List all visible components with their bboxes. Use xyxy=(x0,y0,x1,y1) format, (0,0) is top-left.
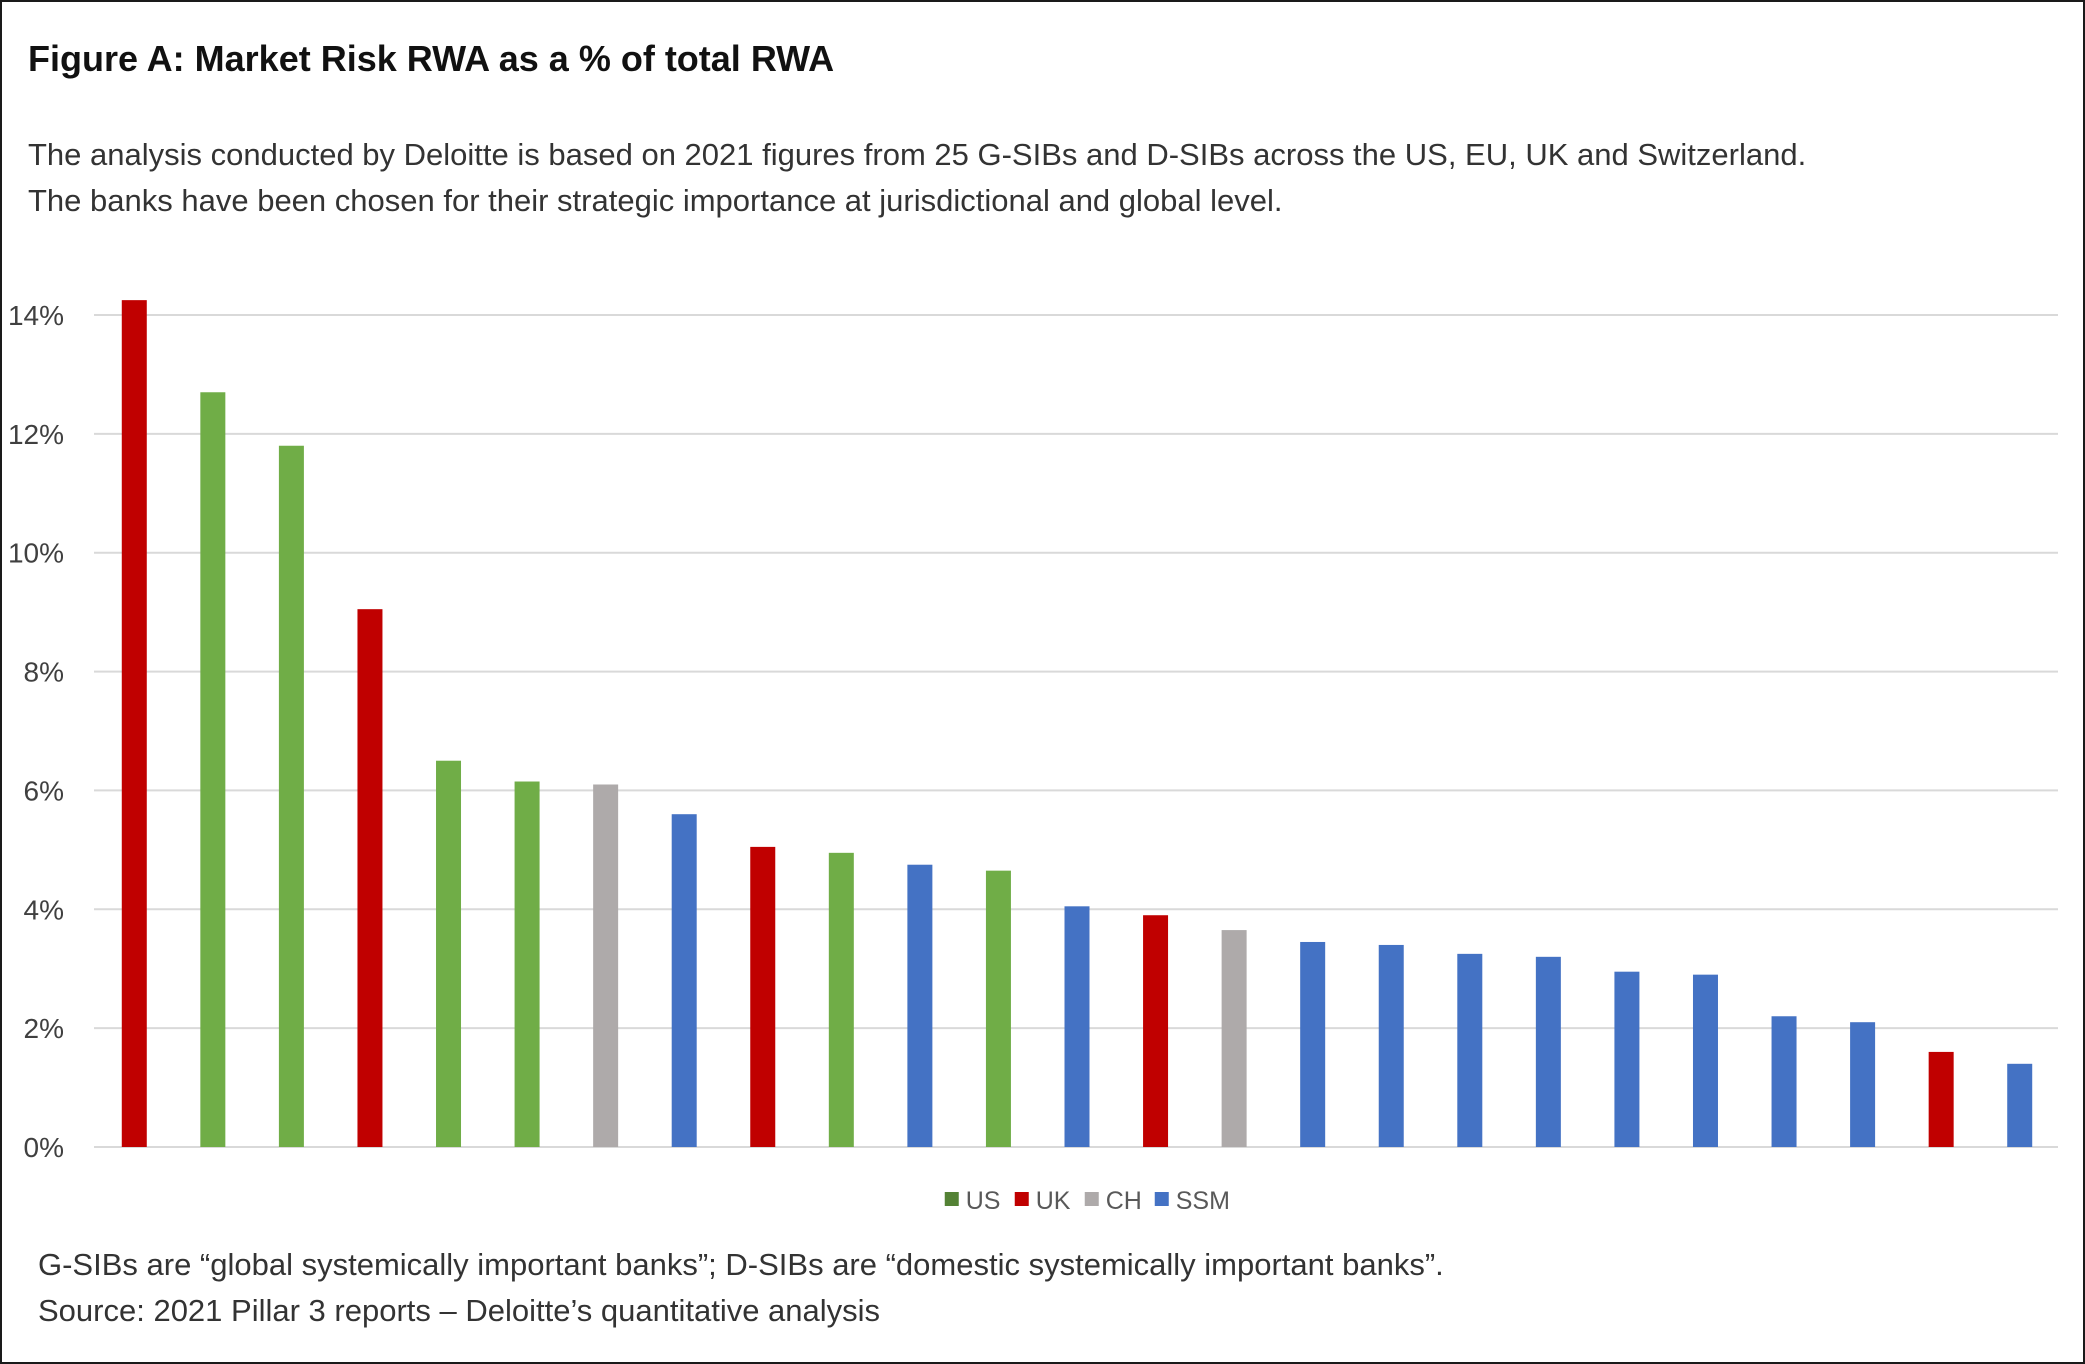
bar-ssm xyxy=(1771,1016,1797,1147)
y-tick-label: 12% xyxy=(8,419,64,450)
bar-ch xyxy=(1221,930,1247,1147)
y-tick-label: 2% xyxy=(24,1013,64,1044)
bar-us xyxy=(514,781,540,1147)
bar-chart: 0% 2% 4% 6% 8% 10% 12% 14% US UK CH SSM xyxy=(8,300,2058,1215)
bar-us xyxy=(436,760,462,1147)
bar-ssm xyxy=(2007,1063,2033,1147)
bar-uk xyxy=(750,846,776,1147)
subtitle-line-2: The banks have been chosen for their str… xyxy=(28,183,1283,218)
bar-ssm xyxy=(1457,953,1483,1147)
figure-title: Figure A: Market Risk RWA as a % of tota… xyxy=(28,38,835,79)
legend-label-ch: CH xyxy=(1106,1187,1142,1215)
legend-swatch-uk xyxy=(1014,1192,1029,1206)
legend-swatch-ssm xyxy=(1154,1192,1169,1206)
y-tick-label: 14% xyxy=(8,300,64,331)
legend-label-us: US xyxy=(966,1187,1001,1215)
bar-ssm xyxy=(1378,944,1404,1147)
legend-label-uk: UK xyxy=(1036,1187,1071,1215)
bar-uk xyxy=(1928,1051,1954,1147)
bar-ch xyxy=(593,784,619,1147)
bar-uk xyxy=(121,300,147,1148)
y-tick-label: 4% xyxy=(24,894,64,925)
bar-ssm xyxy=(1300,941,1326,1147)
bar-ssm xyxy=(671,814,697,1147)
legend-swatch-ch xyxy=(1084,1192,1099,1206)
bar-ssm xyxy=(1614,971,1640,1147)
bar-us xyxy=(278,445,304,1147)
y-tick-label: 0% xyxy=(24,1132,64,1163)
y-tick-label: 10% xyxy=(8,538,64,569)
bar-uk xyxy=(1143,915,1169,1147)
bars xyxy=(121,300,2033,1148)
bar-ssm xyxy=(1850,1022,1876,1147)
y-tick-label: 8% xyxy=(24,657,64,688)
bar-us xyxy=(828,852,854,1147)
legend-label-ssm: SSM xyxy=(1176,1187,1230,1215)
bar-uk xyxy=(357,609,383,1147)
bar-ssm xyxy=(1535,956,1561,1147)
figure-subtitle: The analysis conducted by Deloitte is ba… xyxy=(28,132,1806,224)
bar-us xyxy=(985,870,1011,1147)
y-axis-tick-labels: 0% 2% 4% 6% 8% 10% 12% 14% xyxy=(8,300,64,1163)
subtitle-line-1: The analysis conducted by Deloitte is ba… xyxy=(28,137,1807,172)
bar-ssm xyxy=(1692,974,1718,1147)
bar-us xyxy=(200,392,226,1147)
bar-ssm xyxy=(1064,906,1090,1147)
chart-legend: US UK CH SSM xyxy=(944,1187,1230,1215)
y-tick-label: 6% xyxy=(24,775,64,806)
figure-footnote: G-SIBs are “global systemically importan… xyxy=(38,1242,1444,1334)
footnote-line-2: Source: 2021 Pillar 3 reports – Deloitte… xyxy=(38,1293,881,1328)
legend-swatch-us xyxy=(944,1192,959,1206)
footnote-line-1: G-SIBs are “global systemically importan… xyxy=(38,1247,1444,1282)
bar-ssm xyxy=(907,864,933,1147)
